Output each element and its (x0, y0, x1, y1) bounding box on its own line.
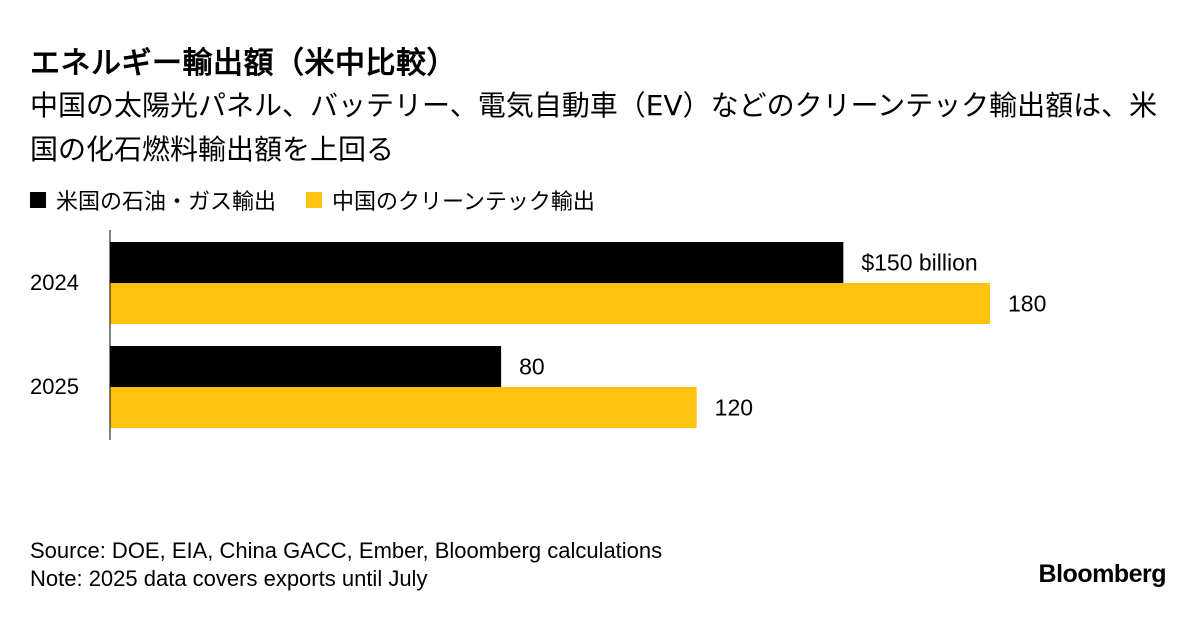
data-label-2024-series-1: 180 (1008, 291, 1046, 317)
source-note: Source: DOE, EIA, China GACC, Ember, Blo… (30, 538, 663, 563)
data-note: Note: 2025 data covers exports until Jul… (30, 566, 428, 591)
footer: Source: DOE, EIA, China GACC, Ember, Blo… (30, 537, 662, 593)
bar-2025-series-1 (110, 387, 697, 428)
legend-swatch-china (306, 192, 323, 208)
legend-item-china: 中国のクリーンテック輸出 (306, 184, 595, 216)
legend-label-us: 米国の石油・ガス輸出 (56, 190, 277, 215)
bar-2025-series-0 (110, 346, 502, 387)
category-label-2024: 2024 (30, 270, 79, 295)
category-label-2025: 2025 (30, 374, 79, 399)
legend: 米国の石油・ガス輸出 中国のクリーンテック輸出 (30, 184, 625, 216)
data-label-2025-series-0: 80 (519, 354, 545, 380)
data-label-2025-series-1: 120 (715, 395, 753, 421)
chart-subtitle: 中国の太陽光パネル、バッテリー、電気自動車（EV）などのクリーンテック輸出額は、… (30, 89, 1158, 166)
legend-item-us: 米国の石油・ガス輸出 (30, 184, 276, 216)
legend-swatch-us (30, 192, 46, 208)
chart-title: エネルギー輸出額（米中比較） (30, 46, 457, 81)
data-label-2024-series-0: $150 billion (861, 250, 977, 276)
bar-2024-series-0 (110, 242, 844, 283)
bloomberg-logo: Bloomberg (1038, 560, 1167, 588)
legend-label-china: 中国のクリーンテック輸出 (332, 190, 595, 215)
bar-chart: 2024 $150 billion 180 2025 80 120 (30, 230, 1046, 440)
bar-2024-series-1 (110, 283, 990, 324)
